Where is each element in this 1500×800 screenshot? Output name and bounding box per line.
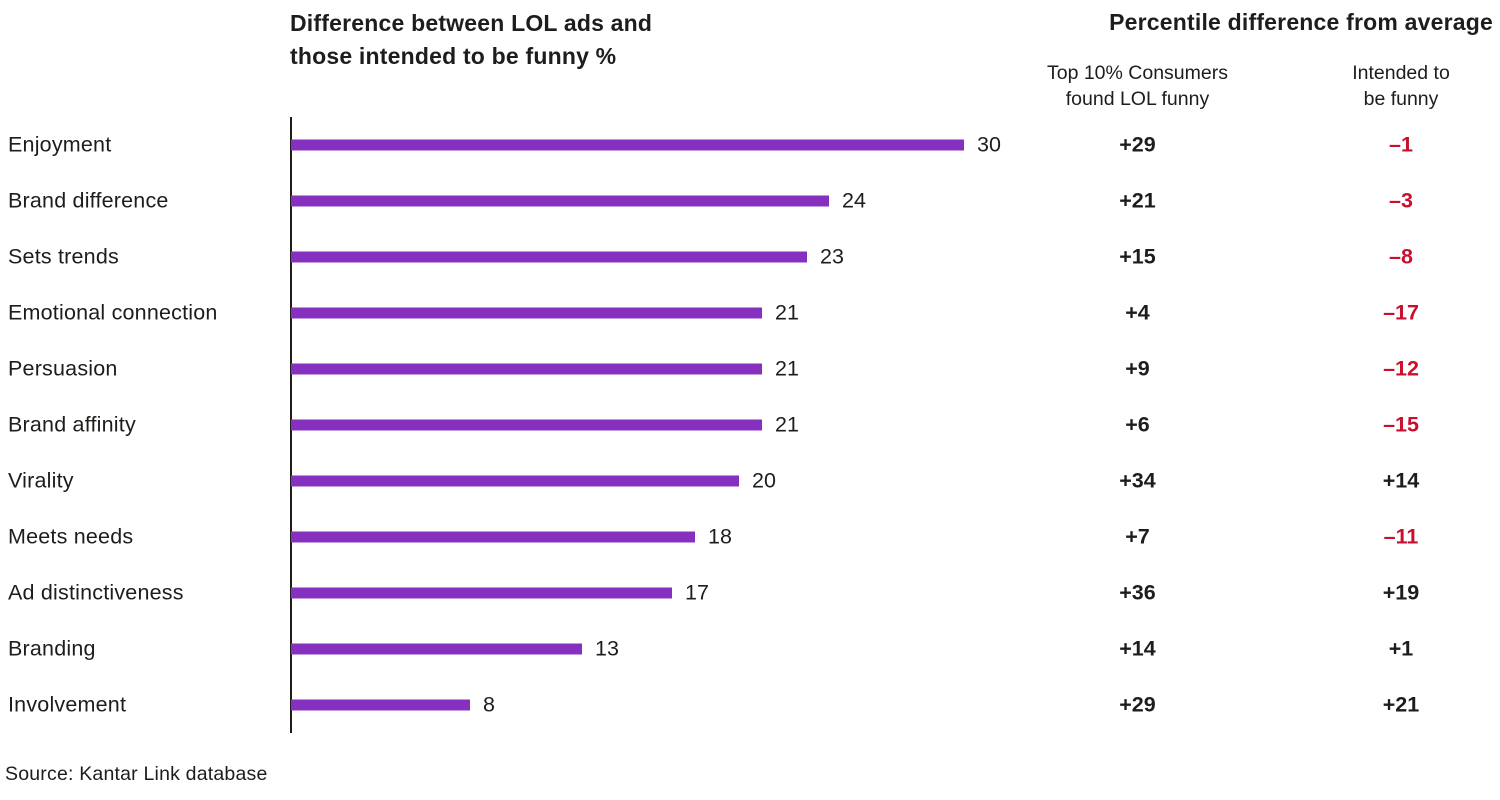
bar [291,531,695,543]
bar-group: 18 [291,525,732,550]
intended-value: +21 [1382,692,1420,717]
category-label: Persuasion [8,356,118,381]
intended-value: +1 [1388,636,1414,661]
bar-group: 21 [291,413,799,438]
bar [291,419,762,431]
chart-row-sets-trends: Sets trends 23 +15 –8 [0,229,1500,285]
top10-value: +21 [1119,188,1156,213]
chart-title: Difference between LOL ads and those int… [290,10,653,69]
top10-value: +4 [1125,300,1150,325]
bar-value-label: 17 [685,580,709,605]
intended-value: –17 [1383,300,1419,325]
top10-value: +36 [1119,580,1156,605]
bar-value-label: 13 [595,636,619,661]
bar-value-label: 24 [842,188,866,213]
chart-row-branding: Branding 13 +14 +1 [0,621,1500,677]
chart-row-brand-affinity: Brand affinity 21 +6 –15 [0,397,1500,453]
bar [291,139,964,151]
bar [291,475,739,487]
bar-value-label: 20 [752,468,776,493]
bar-value-label: 21 [775,356,799,381]
top10-value: +29 [1119,132,1156,157]
column-header-intended: Intended to be funny [1352,62,1450,110]
bar [291,643,582,655]
bar-group: 30 [291,133,1001,158]
intended-value: +14 [1382,468,1420,493]
intended-value: –12 [1383,356,1419,381]
bar-group: 21 [291,301,799,326]
bar-group: 8 [291,693,495,718]
bar [291,195,829,207]
bar [291,699,470,711]
bar-group: 24 [291,189,866,214]
top10-value: +6 [1125,412,1150,437]
bar-group: 20 [291,469,776,494]
top10-value: +29 [1119,692,1156,717]
category-label: Brand affinity [8,412,136,437]
bar [291,587,672,599]
chart-row-persuasion: Persuasion 21 +9 –12 [0,341,1500,397]
top10-value: +9 [1125,356,1150,381]
bar-group: 21 [291,357,799,382]
category-label: Involvement [8,692,127,717]
y-axis-line [290,117,292,733]
bar [291,307,762,319]
chart-row-enjoyment: Enjoyment 30 +29 –1 [0,117,1500,173]
chart-row-involvement: Involvement 8 +29 +21 [0,677,1500,733]
intended-value: –11 [1383,524,1419,549]
bar-value-label: 21 [775,412,799,437]
category-label: Branding [8,636,96,661]
bar-group: 13 [291,637,619,662]
chart-row-virality: Virality 20 +34 +14 [0,453,1500,509]
bar-value-label: 23 [820,244,844,269]
bar [291,251,807,263]
top10-value: +15 [1119,244,1156,269]
category-label: Sets trends [8,244,119,269]
intended-value: +19 [1382,580,1420,605]
bar-value-label: 21 [775,300,799,325]
category-label: Enjoyment [8,132,112,157]
category-label: Brand difference [8,188,169,213]
chart-row-ad-distinctiveness: Ad distinctiveness 17 +36 +19 [0,565,1500,621]
top10-value: +7 [1125,524,1150,549]
category-label: Ad distinctiveness [8,580,184,605]
bar-group: 17 [291,581,709,606]
bar-value-label: 18 [708,524,732,549]
chart-row-meets-needs: Meets needs 18 +7 –11 [0,509,1500,565]
top10-value: +14 [1119,636,1156,661]
percentile-group-header: Percentile difference from average [1109,9,1493,35]
intended-value: –1 [1389,132,1413,157]
intended-value: –15 [1383,412,1419,437]
chart-row-brand-difference: Brand difference 24 +21 –3 [0,173,1500,229]
bar [291,363,762,375]
intended-value: –3 [1389,188,1413,213]
category-label: Emotional connection [8,300,218,325]
intended-value: –8 [1389,244,1413,269]
bar-group: 23 [291,245,844,270]
column-header-top10: Top 10% Consumers found LOL funny [1046,62,1228,110]
top10-value: +34 [1119,468,1156,493]
category-label: Meets needs [8,524,134,549]
bar-value-label: 8 [483,692,495,717]
category-label: Virality [8,468,74,493]
chart-row-emotional-connection: Emotional connection 21 +4 –17 [0,285,1500,341]
source-note: Source: Kantar Link database [5,763,268,785]
bar-value-label: 30 [977,132,1001,157]
